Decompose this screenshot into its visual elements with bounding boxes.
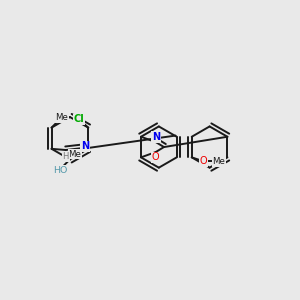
Text: N: N <box>152 132 160 142</box>
Text: H: H <box>62 152 69 161</box>
Text: O: O <box>200 156 207 166</box>
Text: N: N <box>81 142 89 152</box>
Text: Me: Me <box>212 157 225 166</box>
Text: O: O <box>152 152 160 162</box>
Text: Me: Me <box>55 113 68 122</box>
Text: Cl: Cl <box>74 114 84 124</box>
Text: Me: Me <box>68 150 81 159</box>
Text: HO: HO <box>53 166 67 175</box>
